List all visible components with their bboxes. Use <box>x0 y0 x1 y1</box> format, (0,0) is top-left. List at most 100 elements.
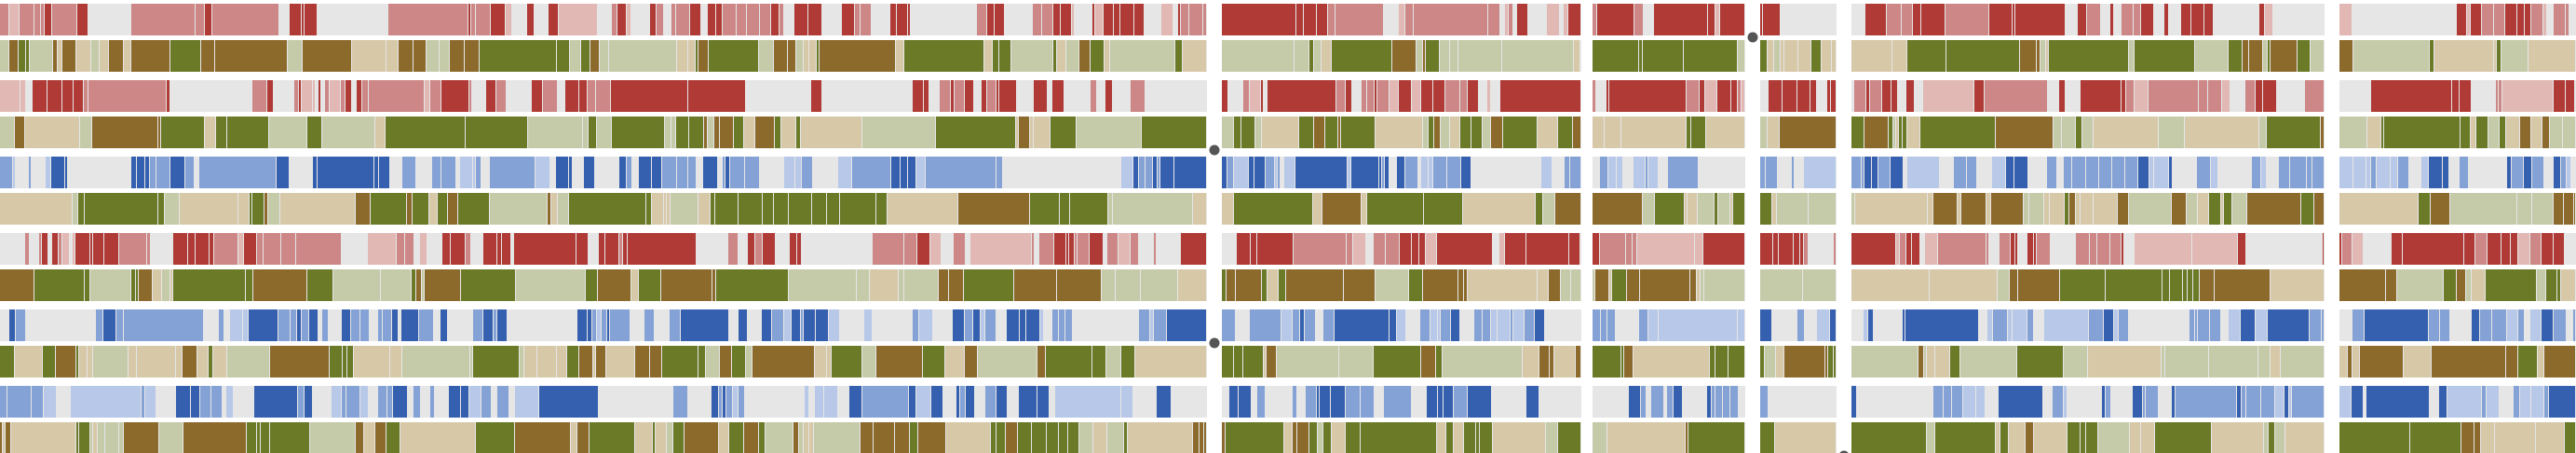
stripe-row-4-panel-3 <box>1766 157 1777 188</box>
stripe-row-4-panel-1 <box>1405 157 1417 188</box>
stripe-row-9-panel-3 <box>1834 346 1836 378</box>
stripe-row-10-panel-0 <box>815 386 823 418</box>
stripe-row-2-panel-4 <box>2245 80 2255 112</box>
stripe-row-5-panel-0 <box>558 193 568 225</box>
stripe-row-6-panel-0 <box>196 233 209 265</box>
stripe-row-10-panel-2 <box>1667 386 1673 418</box>
stripe-row-10-panel-4 <box>2289 386 2291 418</box>
stripe-row-8-panel-4 <box>1851 309 1863 341</box>
stripe-row-2-panel-0 <box>940 80 950 112</box>
stripe-row-2-panel-4 <box>1851 80 1853 112</box>
stripe-row-11-panel-0 <box>667 422 672 453</box>
stripe-row-2-panel-0 <box>325 80 329 112</box>
stripe-row-1-panel-0 <box>999 40 1010 72</box>
stripe-row-3-panel-1 <box>1460 117 1471 148</box>
stripe-row-5-panel-4 <box>1961 193 1986 225</box>
stripe-row-3-panel-4 <box>2054 117 2061 148</box>
stripe-row-8-panel-3 <box>1817 309 1829 341</box>
stripe-row-2-panel-0 <box>88 80 166 112</box>
stripe-row-4-panel-5 <box>2449 157 2459 188</box>
stripe-row-9-panel-0 <box>1106 346 1120 378</box>
stripe-row-7-panel-0 <box>1116 269 1140 301</box>
stripe-row-11-panel-4 <box>2269 422 2274 453</box>
stripe-row-2-panel-1 <box>1500 80 1580 112</box>
stripe-row-6-panel-4 <box>2122 233 2123 265</box>
stripe-row-7-panel-0 <box>631 269 638 301</box>
stripe-row-2-panel-3 <box>1817 80 1826 112</box>
stripe-row-0-panel-0 <box>890 4 896 35</box>
stripe-row-4-panel-0 <box>838 157 851 188</box>
stripe-row-2-panel-0 <box>1131 80 1145 112</box>
stripe-row-11-panel-0 <box>635 422 652 453</box>
stripe-row-6-panel-3 <box>1779 233 1793 265</box>
stripe-row-6-panel-3 <box>1760 233 1772 265</box>
stripe-row-1-panel-4 <box>2040 40 2045 72</box>
stripe-row-9-panel-0 <box>593 346 595 378</box>
stripe-row-6-panel-1 <box>1419 233 1425 265</box>
stripe-row-9-panel-0 <box>343 346 346 378</box>
stripe-row-6-panel-3 <box>1794 233 1799 265</box>
stripe-row-3-panel-5 <box>2563 117 2575 148</box>
stripe-row-11-panel-0 <box>814 422 860 453</box>
stripe-row-10-panel-0 <box>332 386 341 418</box>
stripe-row-4-panel-4 <box>2057 157 2063 188</box>
stripe-row-2-panel-1 <box>1352 80 1361 112</box>
stripe-row-4-panel-5 <box>2561 157 2566 188</box>
stripe-row-4-panel-0 <box>1121 157 1132 188</box>
stripe-row-11-panel-0 <box>1006 422 1017 453</box>
stripe-row-4-panel-0 <box>536 157 549 188</box>
stripe-row-11-panel-0 <box>799 422 803 453</box>
stripe-row-11-panel-2 <box>1688 422 1744 453</box>
stripe-row-1-panel-0 <box>1057 40 1065 72</box>
stripe-row-3-panel-1 <box>1429 117 1433 148</box>
stripe-row-10-panel-0 <box>254 386 297 418</box>
stripe-row-10-panel-0 <box>414 386 420 418</box>
stripe-row-4-panel-4 <box>2279 157 2289 188</box>
stripe-row-8-panel-0 <box>729 309 738 341</box>
stripe-row-3-panel-0 <box>801 117 861 148</box>
stripe-row-6-panel-0 <box>59 233 61 265</box>
stripe-row-3-panel-0 <box>689 117 703 148</box>
stripe-row-1-panel-1 <box>1450 40 1457 72</box>
stripe-row-7-panel-5 <box>2546 269 2556 301</box>
stripe-row-3-panel-1 <box>1255 117 1261 148</box>
stripe-row-1-panel-4 <box>2037 40 2040 72</box>
stripe-row-6-panel-0 <box>188 233 195 265</box>
stripe-row-4-panel-5 <box>2544 157 2553 188</box>
stripe-row-5-panel-4 <box>1958 193 1960 225</box>
stripe-row-11-panel-1 <box>1332 422 1345 453</box>
stripe-row-6-panel-4 <box>2037 233 2050 265</box>
stripe-row-9-panel-2 <box>1729 346 1744 378</box>
stripe-row-8-panel-0 <box>291 309 296 341</box>
stripe-row-0-panel-4 <box>2164 4 2168 35</box>
stripe-row-0-panel-1 <box>1399 4 1404 35</box>
stripe-row-7-panel-0 <box>939 269 948 301</box>
stripe-row-11-panel-0 <box>673 422 684 453</box>
stripe-row-4-panel-2 <box>1623 157 1630 188</box>
stripe-row-11-panel-0 <box>386 422 400 453</box>
stripe-row-2-panel-5 <box>2460 80 2471 112</box>
stripe-row-1-panel-4 <box>2135 40 2194 72</box>
stripe-row-2-panel-0 <box>274 80 281 112</box>
stripe-row-8-panel-4 <box>1868 309 1873 341</box>
stripe-row-9-panel-0 <box>93 346 128 378</box>
stripe-row-11-panel-1 <box>1222 422 1225 453</box>
stripe-row-11-panel-1 <box>1346 422 1360 453</box>
stripe-row-10-panel-0 <box>393 386 407 418</box>
stripe-row-10-panel-0 <box>461 386 468 418</box>
stripe-row-3-panel-0 <box>597 117 611 148</box>
stripe-row-0-panel-0 <box>1061 4 1071 35</box>
stripe-row-6-panel-0 <box>728 233 738 265</box>
stripe-row-7-panel-4 <box>2215 269 2270 301</box>
stripe-row-1-panel-0 <box>809 40 816 72</box>
stripe-row-0-panel-3 <box>1763 4 1780 35</box>
stripe-row-2-panel-3 <box>1760 80 1768 112</box>
stripe-row-8-panel-4 <box>2013 309 2027 341</box>
stripe-row-2-panel-0 <box>316 80 318 112</box>
stripe-row-10-panel-0 <box>966 386 974 418</box>
stripe-row-7-panel-2 <box>1595 269 1608 301</box>
stripe-row-8-panel-0 <box>494 309 496 341</box>
stripe-row-1-panel-0 <box>100 40 108 72</box>
stripe-row-1-panel-0 <box>19 40 25 72</box>
stripe-row-11-panel-0 <box>1059 422 1067 453</box>
